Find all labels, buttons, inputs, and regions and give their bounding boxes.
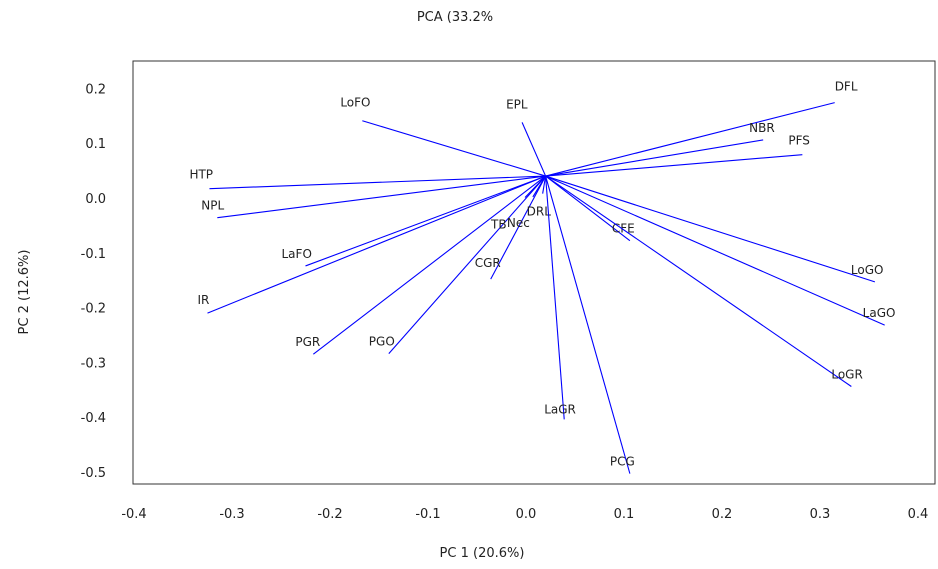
loading-vector-pgr	[313, 175, 546, 355]
vector-label-pfs: PFS	[788, 134, 810, 148]
y-axis-ticks: 0.2 0.1 0.0 -0.1 -0.2 -0.3 -0.4 -0.5	[81, 82, 106, 481]
loading-vector-htp	[209, 175, 546, 190]
vector-label-npl: NPL	[201, 199, 224, 213]
x-tick-label: -0.3	[219, 507, 244, 522]
vector-label-lago: LaGO	[863, 306, 896, 320]
vector-label-pgr: PGR	[295, 335, 320, 349]
chart-title: PCA (33.2%	[417, 10, 493, 25]
vector-label-logo: LoGO	[851, 263, 884, 277]
vector-label-dfl: DFL	[835, 80, 858, 94]
vector-label-htp: HTP	[189, 168, 213, 182]
loading-vector-nbr	[545, 139, 764, 177]
loading-vector-pgo	[388, 175, 547, 354]
vector-label-cgr: CGR	[475, 256, 501, 270]
vector-label-pgo: PGO	[369, 335, 395, 349]
vector-label-lofo: LoFO	[340, 96, 370, 110]
vector-label-nec: Nec	[507, 216, 530, 230]
loading-vector-ir	[207, 175, 546, 314]
vector-label-logr: LoGR	[831, 368, 862, 382]
loading-vector-nec	[532, 175, 547, 198]
loading-vector-lago	[545, 175, 885, 326]
vector-label-lagr: LaGR	[544, 402, 576, 416]
y-tick-label: -0.5	[81, 466, 106, 481]
y-tick-label: -0.4	[81, 411, 106, 426]
loading-vector-drl	[542, 175, 547, 194]
x-tick-label: 0.2	[712, 507, 733, 522]
loading-vector-pfs	[545, 154, 803, 177]
loading-vector-cgr	[490, 175, 547, 280]
vector-label-lafo: LaFO	[282, 247, 312, 261]
vector-label-drl: DRL	[527, 205, 552, 219]
x-axis-ticks: -0.4 -0.3 -0.2 -0.1 0.0 0.1 0.2 0.3 0.4	[121, 507, 928, 522]
loading-vector-npl	[217, 175, 546, 219]
vector-label-ir: IR	[198, 293, 210, 307]
plot-frame	[132, 60, 936, 485]
y-tick-label: 0.1	[85, 137, 106, 152]
x-tick-label: 0.1	[614, 507, 635, 522]
x-tick-label: -0.1	[415, 507, 440, 522]
y-tick-label: -0.2	[81, 302, 106, 317]
loading-vector-lagr	[545, 176, 565, 420]
vector-layer: DFL NBR PFS EPL LoFO HTP NPL LaFO IR PGR PGO CGR TB N…	[189, 80, 895, 474]
loading-vector-dfl	[545, 102, 835, 177]
x-tick-label: -0.2	[317, 507, 342, 522]
loading-vector-tb	[524, 175, 546, 198]
vector-label-tb: TB	[490, 217, 507, 231]
vector-label-epl: EPL	[506, 97, 528, 111]
vector-label-nbr: NBR	[749, 121, 775, 135]
loading-vector-lafo	[305, 175, 546, 267]
y-tick-label: -0.3	[81, 356, 106, 371]
x-tick-label: 0.3	[810, 507, 831, 522]
y-tick-label: -0.1	[81, 247, 106, 262]
loading-vector-logr	[545, 175, 852, 387]
x-tick-label: -0.4	[121, 507, 146, 522]
x-tick-label: 0.0	[516, 507, 537, 522]
vector-label-pcg: PCG	[610, 455, 635, 469]
x-axis-label: PC 1 (20.6%)	[440, 546, 525, 561]
loading-vector-cfe	[545, 175, 631, 242]
loading-vector-logo	[545, 175, 876, 283]
loading-vector-pcg	[545, 175, 631, 474]
y-axis-label: PC 2 (12.6%)	[17, 250, 32, 335]
loading-vector-epl	[521, 122, 547, 177]
loading-vector-lofo	[362, 120, 546, 177]
x-tick-label: 0.4	[908, 507, 929, 522]
y-tick-label: 0.2	[85, 82, 106, 97]
y-tick-label: 0.0	[85, 192, 106, 207]
